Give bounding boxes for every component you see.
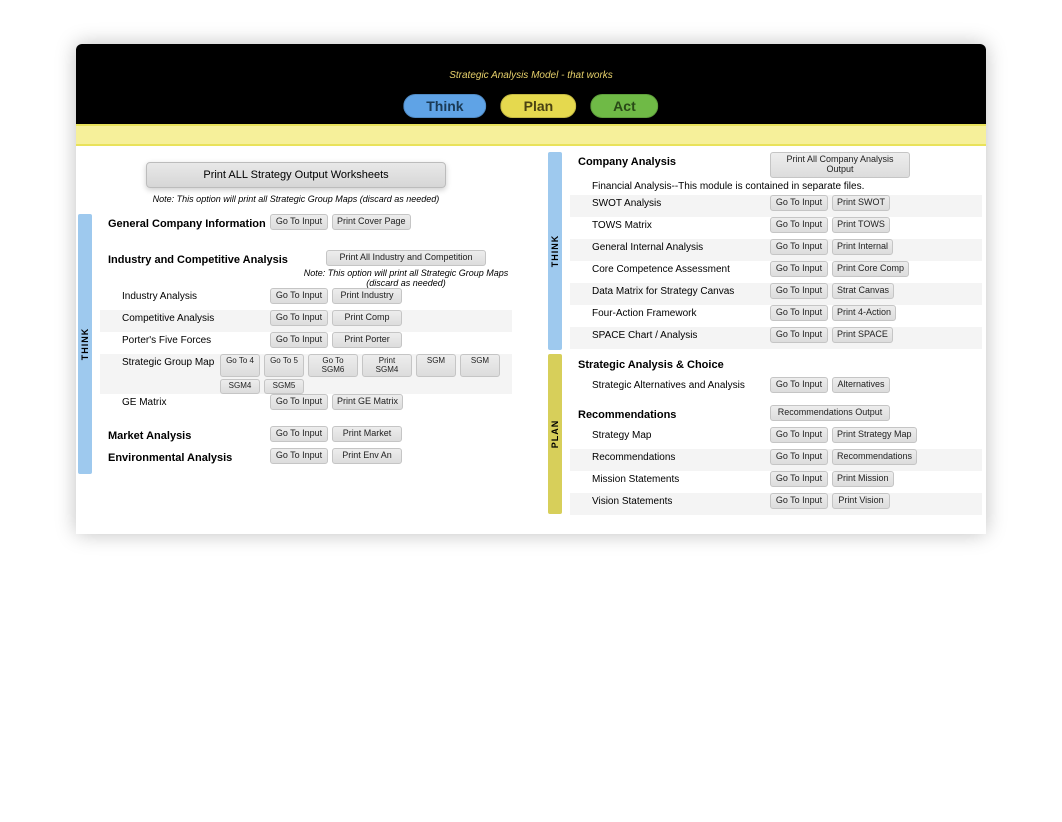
industry-print-button[interactable]: Print Industry (332, 288, 402, 304)
rec-print-all-button[interactable]: Recommendations Output (770, 405, 890, 421)
left-panel: Print ALL Strategy Output Worksheets Not… (80, 160, 512, 470)
app-window: Strategic Analysis Model - that works Th… (76, 44, 986, 534)
industry-label: Industry Analysis (100, 288, 270, 305)
print-all-note: Note: This option will print all Strateg… (80, 194, 512, 204)
competitive-print-button[interactable]: Print Comp (332, 310, 402, 326)
porter-goto-button[interactable]: Go To Input (270, 332, 328, 348)
core-print-button[interactable]: Print Core Comp (832, 261, 909, 277)
right-panel: THINK Company Analysis Print All Company… (550, 152, 982, 515)
gia-label: General Internal Analysis (570, 239, 770, 256)
section-env: Environmental Analysis Go To Input Print… (80, 448, 512, 470)
company-print-all-button[interactable]: Print All Company Analysis Output (770, 152, 910, 178)
space-goto-button[interactable]: Go To Input (770, 327, 828, 343)
tows-label: TOWS Matrix (570, 217, 770, 234)
vision-label: Vision Statements (570, 493, 770, 510)
rec-title: Recommendations (570, 405, 770, 423)
company-title: Company Analysis (570, 152, 770, 170)
section-rec: Recommendations Recommendations Output S… (550, 405, 982, 515)
sgm-goto5-button[interactable]: Go To 5 (264, 354, 304, 378)
header-subtitle: Strategic Analysis Model - that works (76, 70, 986, 81)
sgm-label: Strategic Group Map (100, 354, 220, 371)
ge-label: GE Matrix (100, 394, 270, 411)
saa-print-button[interactable]: Alternatives (832, 377, 890, 393)
faf-label: Four-Action Framework (570, 305, 770, 322)
industry-goto-button[interactable]: Go To Input (270, 288, 328, 304)
app-header: Strategic Analysis Model - that works Th… (76, 44, 986, 124)
section-market: Market Analysis Go To Input Print Market (80, 426, 512, 448)
sgm-sgm4-button[interactable]: SGM4 (220, 379, 260, 394)
competitive-label: Competitive Analysis (100, 310, 270, 327)
section-gci: General Company Information Go To Input … (80, 214, 512, 236)
section-company: Company Analysis Print All Company Analy… (550, 152, 982, 349)
space-label: SPACE Chart / Analysis (570, 327, 770, 344)
vision-print-button[interactable]: Print Vision (832, 493, 890, 509)
tows-goto-button[interactable]: Go To Input (770, 217, 828, 233)
market-print-button[interactable]: Print Market (332, 426, 402, 442)
porter-print-button[interactable]: Print Porter (332, 332, 402, 348)
ica-note: Note: This option will print all Strateg… (300, 268, 512, 288)
stratmap-goto-button[interactable]: Go To Input (770, 427, 828, 443)
sgm-gotosgm6-button[interactable]: Go To SGM6 (308, 354, 358, 378)
gci-goto-button[interactable]: Go To Input (270, 214, 328, 230)
gia-print-button[interactable]: Print Internal (832, 239, 893, 255)
gia-goto-button[interactable]: Go To Input (770, 239, 828, 255)
sgm-sgm-button-a[interactable]: SGM (416, 354, 456, 378)
mission-print-button[interactable]: Print Mission (832, 471, 894, 487)
dm-label: Data Matrix for Strategy Canvas (570, 283, 770, 300)
sgm-sgm5-button[interactable]: SGM5 (264, 379, 304, 394)
sgm-print-sgm4-button[interactable]: Print SGM4 (362, 354, 412, 378)
print-all-strategy-button[interactable]: Print ALL Strategy Output Worksheets (146, 162, 446, 188)
sgm-goto4-button[interactable]: Go To 4 (220, 354, 260, 378)
stratmap-label: Strategy Map (570, 427, 770, 444)
ge-print-button[interactable]: Print GE Matrix (332, 394, 403, 410)
body-area: Print ALL Strategy Output Worksheets Not… (76, 146, 986, 534)
env-title: Environmental Analysis (100, 448, 270, 466)
market-title: Market Analysis (100, 426, 270, 444)
mission-goto-button[interactable]: Go To Input (770, 471, 828, 487)
dm-goto-button[interactable]: Go To Input (770, 283, 828, 299)
recs-goto-button[interactable]: Go To Input (770, 449, 828, 465)
yellow-divider (76, 124, 986, 146)
sgm-sgm-button-b[interactable]: SGM (460, 354, 500, 378)
ica-title: Industry and Competitive Analysis (100, 250, 300, 268)
tab-plan[interactable]: Plan (501, 94, 577, 118)
space-print-button[interactable]: Print SPACE (832, 327, 893, 343)
dm-print-button[interactable]: Strat Canvas (832, 283, 894, 299)
saa-label: Strategic Alternatives and Analysis (570, 377, 770, 394)
tab-act[interactable]: Act (590, 94, 659, 118)
swot-goto-button[interactable]: Go To Input (770, 195, 828, 211)
market-goto-button[interactable]: Go To Input (270, 426, 328, 442)
sac-title: Strategic Analysis & Choice (570, 355, 830, 373)
ica-print-all-button[interactable]: Print All Industry and Competition (326, 250, 486, 266)
env-print-button[interactable]: Print Env An (332, 448, 402, 464)
tab-think[interactable]: Think (403, 94, 486, 118)
financial-note: Financial Analysis--This module is conta… (570, 178, 982, 195)
competitive-goto-button[interactable]: Go To Input (270, 310, 328, 326)
ge-goto-button[interactable]: Go To Input (270, 394, 328, 410)
vision-goto-button[interactable]: Go To Input (770, 493, 828, 509)
tows-print-button[interactable]: Print TOWS (832, 217, 890, 233)
saa-goto-button[interactable]: Go To Input (770, 377, 828, 393)
section-sac: Strategic Analysis & Choice Strategic Al… (550, 355, 982, 399)
stratmap-print-button[interactable]: Print Strategy Map (832, 427, 917, 443)
env-goto-button[interactable]: Go To Input (270, 448, 328, 464)
core-goto-button[interactable]: Go To Input (770, 261, 828, 277)
recs-print-button[interactable]: Recommendations (832, 449, 917, 465)
faf-print-button[interactable]: Print 4-Action (832, 305, 896, 321)
porter-label: Porter's Five Forces (100, 332, 270, 349)
mission-label: Mission Statements (570, 471, 770, 488)
core-label: Core Competence Assessment (570, 261, 770, 278)
swot-print-button[interactable]: Print SWOT (832, 195, 890, 211)
section-ica: Industry and Competitive Analysis Print … (80, 250, 512, 416)
gci-print-button[interactable]: Print Cover Page (332, 214, 411, 230)
faf-goto-button[interactable]: Go To Input (770, 305, 828, 321)
main-tabs: Think Plan Act (403, 94, 658, 118)
gci-title: General Company Information (100, 214, 270, 232)
recs-label: Recommendations (570, 449, 770, 466)
swot-label: SWOT Analysis (570, 195, 770, 212)
